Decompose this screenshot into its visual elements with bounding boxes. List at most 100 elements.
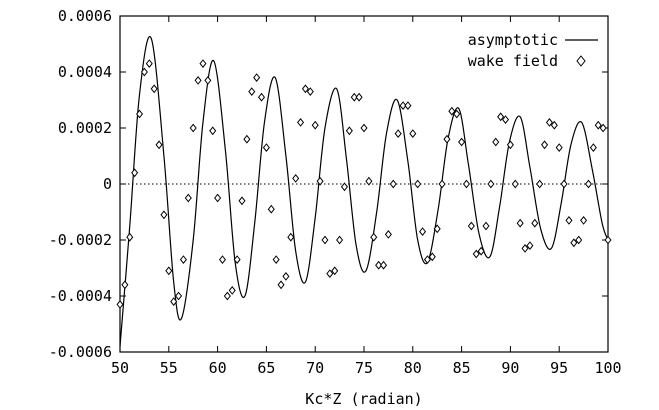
- data-point: [594, 120, 602, 130]
- data-point: [541, 140, 549, 150]
- x-tick-label: 80: [404, 359, 422, 377]
- x-tick-label: 95: [550, 359, 568, 377]
- data-point: [331, 266, 339, 276]
- data-point: [506, 140, 514, 150]
- data-point: [482, 221, 490, 231]
- data-point: [379, 260, 388, 270]
- data-point: [580, 215, 588, 225]
- data-point: [228, 285, 236, 295]
- data-point: [277, 280, 285, 290]
- data-point: [223, 291, 231, 301]
- data-point: [521, 243, 529, 253]
- x-axis-title: Kc*Z (radian): [305, 390, 422, 408]
- y-tick-label: -0.0006: [49, 343, 112, 361]
- data-point: [340, 182, 349, 192]
- data-point: [419, 227, 427, 237]
- data-point: [550, 120, 558, 130]
- data-point: [584, 179, 593, 189]
- data-point: [433, 224, 441, 234]
- data-point: [453, 109, 461, 119]
- data-point: [282, 271, 290, 281]
- y-tick-label: -0.0002: [49, 231, 112, 249]
- data-point: [243, 134, 251, 144]
- data-point: [414, 179, 422, 189]
- data-point: [287, 232, 295, 242]
- data-point: [526, 241, 534, 251]
- data-point: [238, 196, 246, 206]
- y-tick-label: 0.0006: [58, 7, 112, 25]
- ticks: [119, 15, 609, 353]
- data-point: [292, 173, 300, 183]
- data-point: [267, 204, 275, 214]
- data-point: [116, 299, 124, 309]
- data-point: [389, 179, 397, 189]
- series-line-asymptotic: [119, 35, 609, 347]
- data-point: [199, 59, 207, 69]
- data-point: [155, 140, 163, 150]
- data-point: [375, 260, 383, 270]
- y-tick-label: 0.0004: [58, 63, 112, 81]
- data-point: [262, 143, 270, 153]
- data-point: [458, 137, 466, 147]
- x-tick-label: 50: [111, 359, 129, 377]
- data-point: [448, 106, 456, 116]
- data-point: [189, 123, 197, 133]
- data-point: [321, 235, 329, 245]
- data-point: [404, 101, 412, 111]
- legend-swatch-wake-field: [576, 55, 586, 67]
- data-point: [306, 87, 314, 97]
- data-point: [497, 112, 505, 122]
- data-point: [589, 143, 597, 153]
- x-tick-label: 65: [257, 359, 275, 377]
- data-point: [345, 126, 353, 136]
- data-point: [399, 101, 407, 111]
- data-point: [170, 297, 178, 307]
- data-point: [214, 193, 222, 203]
- data-point: [253, 73, 261, 83]
- data-point: [131, 168, 139, 178]
- y-tick-label: 0: [103, 175, 112, 193]
- data-point: [599, 123, 607, 133]
- data-point: [531, 218, 539, 228]
- data-point: [443, 134, 451, 144]
- data-point: [135, 109, 144, 119]
- data-point: [233, 255, 241, 265]
- data-point: [194, 75, 202, 85]
- data-point: [565, 215, 573, 225]
- x-tick-label: 55: [160, 359, 178, 377]
- x-tick-label: 90: [501, 359, 519, 377]
- x-tick-label: 75: [355, 359, 373, 377]
- data-point: [472, 249, 480, 259]
- data-point: [326, 269, 334, 279]
- data-point: [394, 129, 402, 139]
- data-point: [560, 179, 568, 189]
- data-point: [487, 179, 495, 189]
- data-point: [160, 210, 168, 220]
- data-point: [370, 232, 378, 242]
- data-point: [350, 92, 358, 102]
- data-point: [438, 179, 446, 189]
- data-point: [516, 218, 524, 228]
- data-point: [248, 87, 256, 97]
- data-point: [423, 255, 431, 265]
- x-tick-label: 70: [306, 359, 324, 377]
- data-point: [311, 120, 319, 130]
- data-point: [511, 179, 519, 189]
- data-point: [140, 67, 148, 77]
- data-point: [297, 117, 305, 127]
- legend-label-asymptotic: asymptotic: [468, 31, 558, 49]
- data-point: [272, 255, 280, 265]
- data-point: [462, 179, 471, 189]
- data-point: [575, 235, 583, 245]
- data-point: [184, 193, 192, 203]
- data-point: [545, 117, 553, 127]
- data-point: [384, 229, 392, 239]
- data-point: [179, 255, 187, 265]
- tick-labels: 50 55 60 65 70 75 80 85 90 95 100 -0.0006 -0.0004 -0.…: [49, 7, 622, 377]
- data-point: [145, 59, 153, 69]
- data-point: [175, 291, 183, 301]
- data-point: [467, 221, 475, 231]
- data-point: [604, 235, 612, 245]
- data-point: [355, 92, 363, 102]
